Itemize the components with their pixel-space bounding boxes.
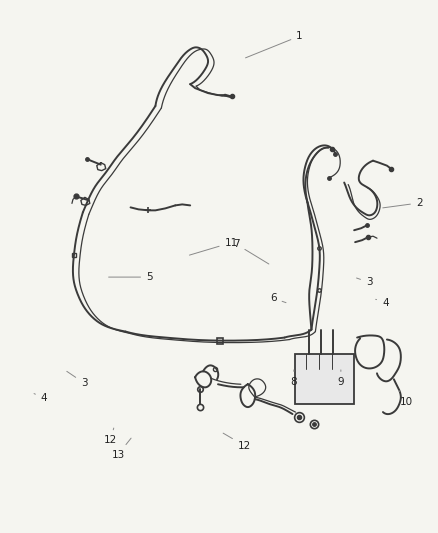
- Text: 3: 3: [67, 372, 88, 388]
- Text: 4: 4: [376, 297, 389, 308]
- Text: 12: 12: [103, 428, 117, 445]
- Text: 8: 8: [290, 370, 297, 387]
- Text: 2: 2: [383, 198, 423, 208]
- Text: 4: 4: [34, 393, 47, 403]
- Bar: [294, 354, 354, 404]
- Text: 9: 9: [338, 370, 344, 387]
- Text: 7: 7: [233, 239, 269, 264]
- Text: 11: 11: [190, 238, 238, 255]
- Text: 6: 6: [270, 293, 286, 303]
- Text: 10: 10: [399, 391, 413, 407]
- Text: 12: 12: [223, 433, 251, 450]
- Text: 3: 3: [357, 277, 372, 287]
- Text: 13: 13: [111, 438, 131, 459]
- Text: 1: 1: [246, 31, 303, 58]
- Text: 5: 5: [109, 272, 153, 282]
